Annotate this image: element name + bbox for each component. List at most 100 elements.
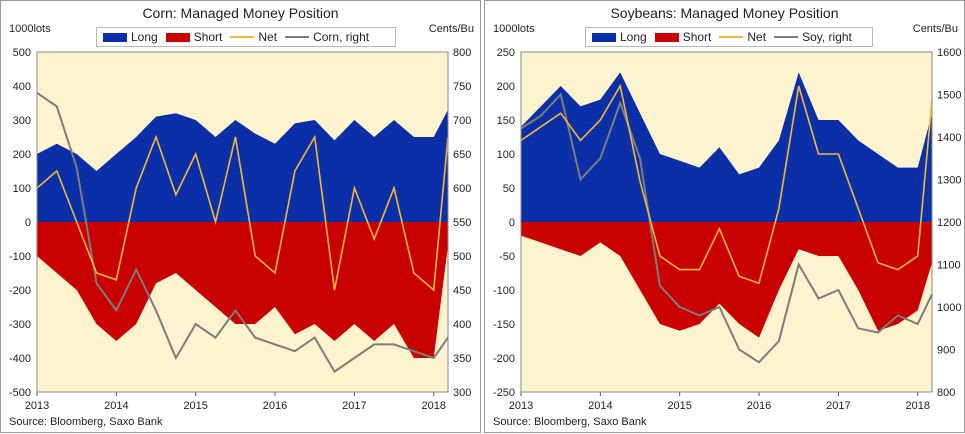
- y-left-tick-label: 50: [503, 183, 515, 195]
- y-left-tick-label: -200: [493, 353, 515, 365]
- soybeans-chart-title: Soybeans: Managed Money Position: [610, 5, 839, 21]
- y-left-tick-label: -500: [9, 387, 31, 399]
- legend-swatch-long: [103, 32, 127, 42]
- y-right-tick-label: 1300: [937, 175, 961, 187]
- y-left-tick-label: -200: [9, 285, 31, 297]
- y-left-tick-label: -400: [9, 353, 31, 365]
- y-right-tick-label: 300: [453, 387, 471, 399]
- y-right-tick-label: 1100: [937, 260, 961, 272]
- series-area-long: [521, 72, 932, 223]
- y-left-tick-label: 250: [497, 47, 515, 59]
- legend-swatch-short: [654, 32, 679, 42]
- y-left-tick-label: -100: [9, 251, 31, 263]
- y-right-tick-label: 550: [453, 217, 471, 229]
- y-right-tick-label: 750: [453, 81, 471, 93]
- series-line-price: [520, 92, 933, 364]
- soybeans-chart-svg: 250 200 150 100 50 0 -50 -100 -150 -200 -250 1600 15…: [493, 47, 962, 412]
- y-right-tick-label: 1500: [937, 90, 961, 102]
- y-right-tick-label: 1200: [937, 217, 961, 229]
- corn-chart-svg: 500 400 300 200 100 0 -100 -200 -300 -400 -500 800 7…: [9, 47, 471, 412]
- legend-item-net: Net: [230, 30, 277, 44]
- legend-item-price: Corn, right: [285, 30, 369, 44]
- x-tick-label: 2016: [263, 400, 287, 412]
- corn-legend: Long Short Net Corn, right: [96, 27, 396, 47]
- y-left-tick-label: 200: [13, 149, 31, 161]
- y-left-tick-label: -150: [493, 319, 515, 331]
- corn-right-axis-unit: Cents/Bu: [428, 23, 474, 35]
- legend-item-net: Net: [719, 30, 766, 44]
- y-left-tick-label: 100: [13, 183, 31, 195]
- series-line-price: [36, 91, 449, 374]
- soybeans-legend: Long Short Net Soy, right: [585, 27, 873, 47]
- legend-item-long: Long: [103, 30, 158, 44]
- y-right-tick-label: 800: [453, 47, 471, 59]
- y-right-tick-label: 800: [937, 387, 955, 399]
- legend-label-short: Short: [682, 30, 712, 44]
- corn-left-axis-unit: 1000lots: [9, 23, 51, 35]
- y-left-tick-label: 400: [13, 81, 31, 93]
- series-area-short: [37, 222, 448, 358]
- legend-swatch-long: [592, 32, 616, 42]
- legend-label-net: Net: [747, 30, 767, 44]
- legend-swatch-net: [719, 36, 744, 38]
- x-tick-label: 2015: [183, 400, 207, 412]
- x-tick-label: 2016: [747, 400, 771, 412]
- x-tick-label: 2014: [104, 400, 128, 412]
- legend-item-short: Short: [165, 30, 223, 44]
- legend-label-price: Soy, right: [802, 30, 852, 44]
- legend-swatch-price: [774, 36, 799, 38]
- y-left-tick-label: 300: [13, 115, 31, 127]
- series-line-net: [36, 134, 449, 292]
- y-left-tick-label: -300: [9, 319, 31, 331]
- y-left-tick-label: 0: [25, 217, 31, 229]
- y-left-tick-label: 500: [13, 47, 31, 59]
- y-right-tick-label: 650: [453, 149, 471, 161]
- x-tick-label: 2015: [667, 400, 691, 412]
- legend-label-short: Short: [193, 30, 223, 44]
- y-right-tick-label: 1000: [937, 302, 961, 314]
- y-left-tick-label: -100: [493, 285, 515, 297]
- corn-source-note: Source: Bloomberg, Saxo Bank: [9, 416, 163, 428]
- y-left-tick-label: 200: [497, 81, 515, 93]
- legend-swatch-price: [285, 36, 310, 38]
- x-tick-label: 2017: [826, 400, 850, 412]
- y-right-tick-label: 450: [453, 285, 471, 297]
- y-left-tick-label: -250: [493, 387, 515, 399]
- y-right-tick-label: 1600: [937, 47, 961, 59]
- y-right-tick-label: 600: [453, 183, 471, 195]
- x-tick-label: 2018: [905, 400, 929, 412]
- y-left-tick-label: 100: [497, 149, 515, 161]
- y-right-tick-label: 1400: [937, 132, 961, 144]
- series-area-long: [37, 109, 448, 222]
- legend-label-long: Long: [620, 30, 647, 44]
- x-tick-label: 2017: [342, 400, 366, 412]
- legend-item-long: Long: [592, 30, 647, 44]
- x-tick-label: 2013: [509, 400, 533, 412]
- legend-label-price: Corn, right: [313, 30, 370, 44]
- corn-chart-title: Corn: Managed Money Position: [142, 5, 339, 21]
- legend-item-short: Short: [654, 30, 712, 44]
- y-left-tick-label: 0: [509, 217, 515, 229]
- plot-frame: [520, 51, 933, 393]
- x-tick-label: 2013: [25, 400, 49, 412]
- soybeans-source-note: Source: Bloomberg, Saxo Bank: [493, 416, 647, 428]
- series-line-net: [520, 83, 933, 285]
- legend-swatch-net: [230, 36, 255, 38]
- soybeans-chart-panel: 250 200 150 100 50 0 -50 -100 -150 -200 -250 1600 15…: [484, 0, 965, 433]
- legend-item-price: Soy, right: [774, 30, 852, 44]
- legend-swatch-short: [165, 32, 190, 42]
- x-tick-label: 2014: [588, 400, 612, 412]
- soybeans-left-axis-unit: 1000lots: [493, 23, 535, 35]
- x-tick-label: 2018: [421, 400, 445, 412]
- corn-chart-panel: 500 400 300 200 100 0 -100 -200 -300 -400 -500 800 7…: [0, 0, 481, 433]
- y-right-tick-label: 900: [937, 345, 955, 357]
- y-right-tick-label: 400: [453, 319, 471, 331]
- soybeans-right-axis-unit: Cents/Bu: [912, 23, 958, 35]
- y-left-tick-label: 150: [497, 115, 515, 127]
- legend-label-long: Long: [131, 30, 158, 44]
- y-right-tick-label: 350: [453, 353, 471, 365]
- legend-label-net: Net: [258, 30, 278, 44]
- y-right-tick-label: 500: [453, 251, 471, 263]
- plot-frame: [36, 51, 449, 393]
- y-right-tick-label: 700: [453, 115, 471, 127]
